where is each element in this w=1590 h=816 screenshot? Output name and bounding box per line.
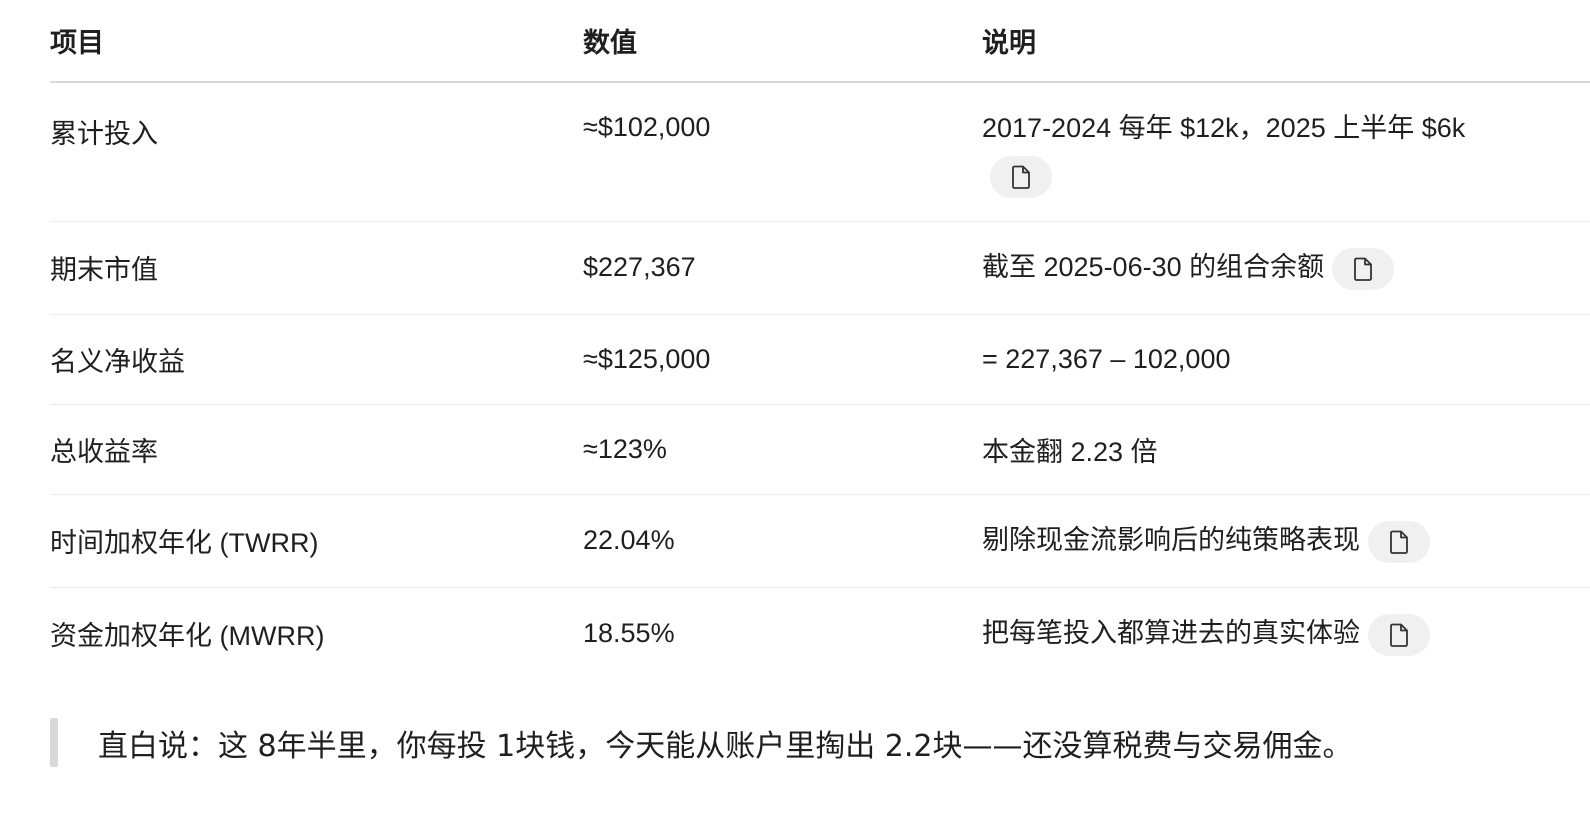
copy-icon xyxy=(1012,165,1030,189)
note-text: 把每笔投入都算进去的真实体验 xyxy=(982,618,1360,649)
summary-table-container: 项目 数值 说明 累计投入 ≈$102,000 2017-2024 每年 $12… xyxy=(50,0,1590,680)
cell-item: 累计投入 xyxy=(50,82,583,222)
copy-button[interactable] xyxy=(990,155,1052,198)
table-row: 累计投入 ≈$102,000 2017-2024 每年 $12k，2025 上半… xyxy=(50,82,1590,222)
table-row: 总收益率 ≈123% 本金翻 2.23 倍 xyxy=(50,404,1590,495)
cell-value: 22.04% xyxy=(583,494,982,588)
cell-item: 时间加权年化 (TWRR) xyxy=(50,494,583,588)
table-header-row: 项目 数值 说明 xyxy=(50,0,1590,83)
note-text: 2017-2024 每年 $12k，2025 上半年 $6k xyxy=(982,113,1466,143)
header-value: 数值 xyxy=(583,0,982,83)
cell-value: $227,367 xyxy=(583,221,982,315)
copy-button[interactable] xyxy=(1368,520,1430,563)
header-item: 项目 xyxy=(50,0,583,83)
summary-table: 项目 数值 说明 累计投入 ≈$102,000 2017-2024 每年 $12… xyxy=(50,0,1590,680)
copy-icon xyxy=(1354,257,1373,281)
copy-button[interactable] xyxy=(1332,247,1395,290)
quote-text: 直白说：这 8年半里，你每投 1块钱，今天能从账户里掏出 2.2块——还没算税费… xyxy=(98,728,1353,764)
cell-item: 资金加权年化 (MWRR) xyxy=(50,621,325,651)
note-text: = 227,367 – 102,000 xyxy=(982,343,1231,374)
note-text: 截至 2025-06-30 的组合余额 xyxy=(982,252,1325,283)
cell-note: 把每笔投入都算进去的真实体验 xyxy=(982,587,1590,680)
cell-item: 期末市值 xyxy=(50,221,583,315)
cell-value: 18.55% xyxy=(583,618,675,648)
table-row: 资金加权年化 (MWRR) 18.55% 把每笔投入都算进去的真实体验 xyxy=(50,587,1590,680)
blockquote: 直白说：这 8年半里，你每投 1块钱，今天能从账户里掏出 2.2块——还没算税费… xyxy=(50,718,1353,767)
cell-value: ≈$102,000 xyxy=(583,82,982,222)
cell-value: ≈$125,000 xyxy=(583,314,982,405)
copy-icon xyxy=(1390,623,1408,647)
cell-note: 2017-2024 每年 $12k，2025 上半年 $6k xyxy=(982,82,1590,222)
quote-bar xyxy=(50,718,58,767)
cell-value: ≈123% xyxy=(583,404,982,495)
cell-item: 名义净收益 xyxy=(50,314,583,405)
copy-icon xyxy=(1390,530,1408,554)
table-row: 时间加权年化 (TWRR) 22.04% 剔除现金流影响后的纯策略表现 xyxy=(50,494,1590,588)
table-row: 期末市值 $227,367 截至 2025-06-30 的组合余额 xyxy=(50,221,1590,315)
note-text: 本金翻 2.23 倍 xyxy=(982,436,1158,467)
cell-note: 本金翻 2.23 倍 xyxy=(982,404,1590,495)
cell-note: = 227,367 – 102,000 xyxy=(982,314,1590,405)
cell-item: 总收益率 xyxy=(50,404,583,495)
header-note: 说明 xyxy=(982,0,1590,83)
table-row: 名义净收益 ≈$125,000 = 227,367 – 102,000 xyxy=(50,314,1590,405)
note-text: 剔除现金流影响后的纯策略表现 xyxy=(982,525,1360,556)
cell-note: 截至 2025-06-30 的组合余额 xyxy=(982,221,1590,315)
copy-button[interactable] xyxy=(1368,613,1430,656)
cell-note: 剔除现金流影响后的纯策略表现 xyxy=(982,494,1590,588)
